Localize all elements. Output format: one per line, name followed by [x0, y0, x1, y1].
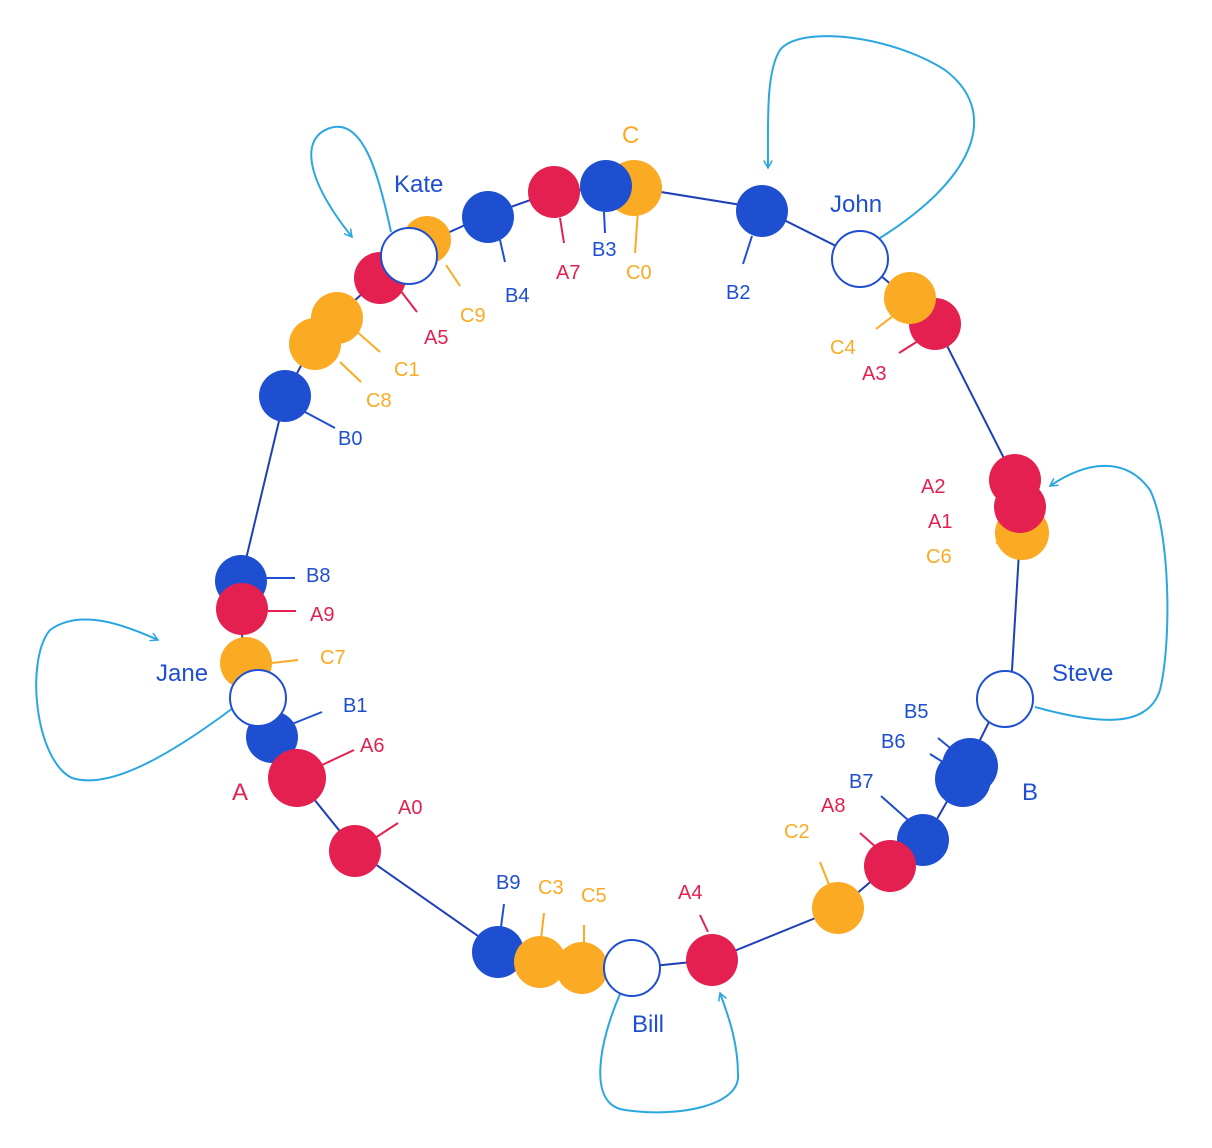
tick-a7 [559, 217, 565, 244]
key-label-b6: B6 [881, 731, 905, 753]
key-label-a2: A2 [921, 476, 945, 498]
tick-c8 [339, 361, 362, 383]
tick-b2 [742, 235, 753, 265]
server-node-steve [976, 670, 1034, 728]
key-label-b0: B0 [338, 428, 362, 450]
key-label-a7: A7 [556, 262, 580, 284]
key-label-c4: C4 [830, 337, 856, 359]
key-label-a8: A8 [821, 795, 845, 817]
key-node-b6 [935, 751, 991, 807]
key-node-b2 [736, 185, 788, 237]
key-node-c3 [514, 936, 566, 988]
server-node-jane [229, 669, 287, 727]
key-node-b4 [462, 191, 514, 243]
server-label-jane: Jane [156, 660, 208, 687]
server-label-john: John [830, 191, 882, 218]
key-label-a4: A4 [678, 882, 702, 904]
key-label-a3: A3 [862, 363, 886, 385]
key-label-a9: A9 [310, 604, 334, 626]
key-node-c4 [884, 272, 936, 324]
steve-loop-arrow [1034, 464, 1169, 721]
tick-a3 [898, 340, 919, 354]
tick-c9 [445, 264, 461, 287]
tick-a5 [399, 289, 418, 313]
tick-b1 [291, 711, 323, 725]
tick-c2 [819, 861, 831, 888]
server-node-john [831, 230, 889, 288]
server-nodes [229, 227, 1034, 997]
key-label-b2: B2 [726, 282, 750, 304]
key-label-b5: B5 [904, 701, 928, 723]
jane-loop-arrow [35, 618, 234, 782]
john-loop-arrow [763, 35, 976, 239]
server-node-bill [603, 939, 661, 997]
key-label-c1: C1 [394, 359, 420, 381]
key-label-a1: A1 [928, 511, 952, 533]
group-label-a: A [232, 779, 248, 806]
key-node-a9 [216, 583, 268, 635]
key-label-c6: C6 [926, 546, 952, 568]
tick-b0 [304, 411, 336, 429]
group-label-c: C [622, 122, 639, 149]
server-node-kate [380, 227, 438, 285]
key-node-c8 [289, 318, 341, 370]
kate-loop-arrow [310, 125, 392, 239]
server-label-steve: Steve [1052, 660, 1113, 687]
bill-loop-arrow [599, 991, 740, 1114]
key-node-a0 [329, 825, 381, 877]
key-node-c2 [812, 882, 864, 934]
group-label-b: B [1022, 779, 1038, 806]
tick-b4 [499, 239, 506, 263]
key-node-a1 [994, 481, 1046, 533]
key-label-c0: C0 [626, 262, 652, 284]
key-node-c5 [556, 942, 608, 994]
tick-c7 [271, 659, 299, 664]
key-label-b1: B1 [343, 695, 367, 717]
key-label-a6: A6 [360, 735, 384, 757]
key-label-c5: C5 [581, 885, 607, 907]
server-label-kate: Kate [394, 171, 443, 198]
tick-b3 [603, 211, 606, 234]
server-label-bill: Bill [632, 1011, 664, 1038]
key-node-a7 [528, 166, 580, 218]
key-node-b9 [472, 926, 524, 978]
key-label-c8: C8 [366, 390, 392, 412]
key-node-a4 [686, 934, 738, 986]
key-label-a0: A0 [398, 797, 422, 819]
key-label-a5: A5 [424, 327, 448, 349]
key-label-b4: B4 [505, 285, 529, 307]
key-label-b9: B9 [496, 872, 520, 894]
key-node-b3 [580, 160, 632, 212]
key-label-b7: B7 [849, 771, 873, 793]
tick-c4 [875, 315, 894, 330]
tick-a6 [321, 749, 355, 766]
key-nodes [215, 160, 1049, 994]
key-label-c3: C3 [538, 877, 564, 899]
key-node-b0 [259, 370, 311, 422]
key-label-b3: B3 [592, 239, 616, 261]
tick-c0 [634, 209, 639, 254]
key-node-a8 [864, 840, 916, 892]
key-label-c7: C7 [320, 647, 346, 669]
tick-a4 [699, 914, 709, 933]
key-label-b8: B8 [306, 565, 330, 587]
key-label-c9: C9 [460, 305, 486, 327]
tick-c1 [354, 329, 381, 353]
tick-b7 [880, 795, 909, 821]
key-label-c2: C2 [784, 821, 810, 843]
key-node-a6 [268, 749, 326, 807]
